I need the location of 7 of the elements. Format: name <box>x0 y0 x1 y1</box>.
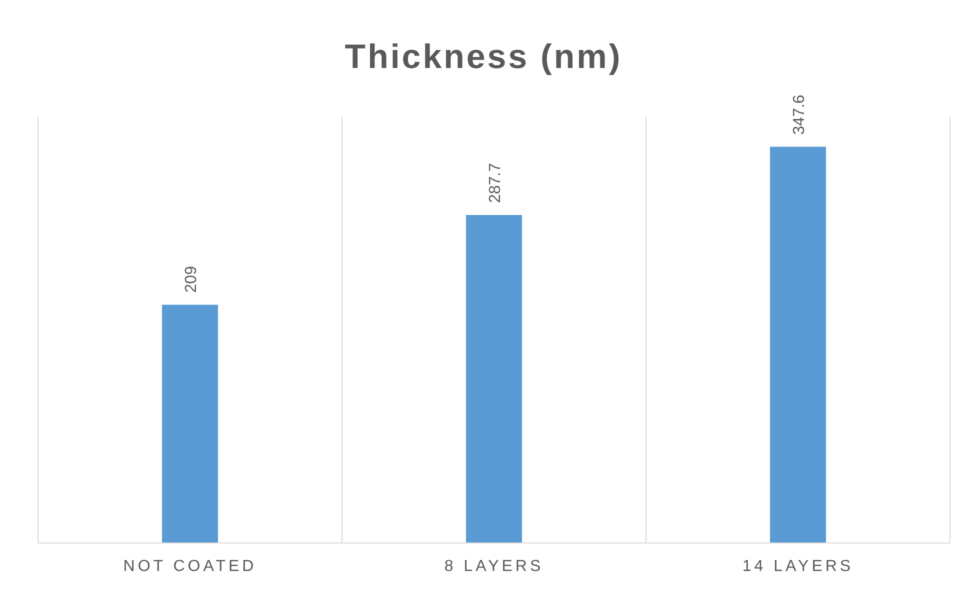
data-label: 347.6 <box>791 94 808 135</box>
x-tick-label: NOT COATED <box>123 558 257 575</box>
x-tick-label: 14 LAYERS <box>742 558 854 575</box>
data-label: 209 <box>183 266 200 293</box>
x-tick-label: 8 LAYERS <box>444 558 544 575</box>
chart-title: Thickness (nm) <box>344 38 624 77</box>
data-label: 287.7 <box>487 162 504 204</box>
